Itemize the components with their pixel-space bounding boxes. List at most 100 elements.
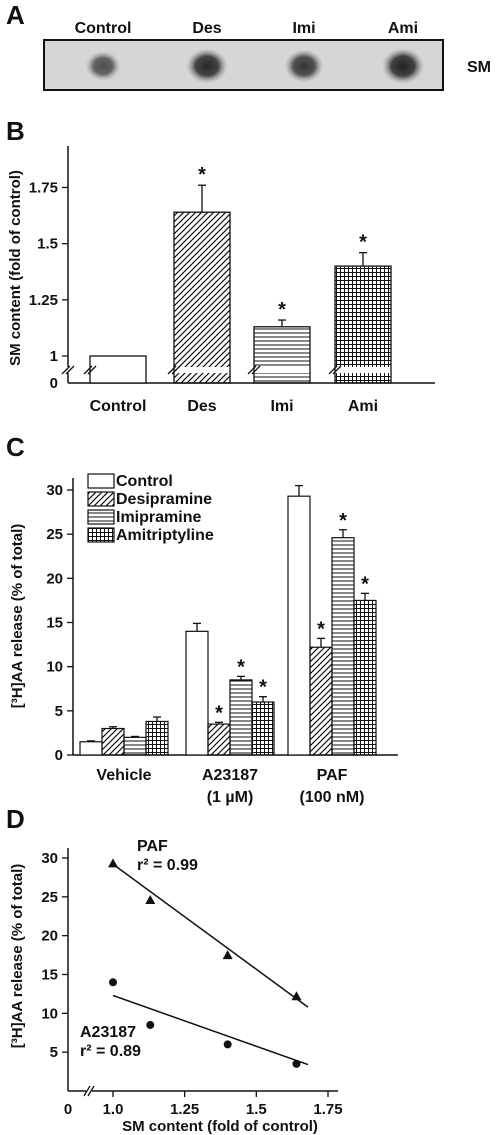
axis-break-mark (61, 365, 75, 375)
x-tick-label: Des (187, 398, 216, 415)
x-tick-label: Imi (270, 398, 293, 415)
x-tick-label: Control (90, 398, 147, 415)
legend-swatch-amitriptyline (87, 527, 115, 543)
bar-control-vehicle (79, 741, 103, 756)
legend-label: Control (116, 473, 173, 490)
bar-amitriptyline-paf (353, 599, 377, 756)
x-tick-label: 1.5 (246, 1101, 267, 1118)
x-tick-label: 1.75 (313, 1101, 342, 1118)
panel-b-letter: B (6, 116, 25, 146)
y-tick-label: 25 (41, 889, 58, 906)
y-tick-label: 10 (46, 659, 63, 676)
x-tick-label: Ami (348, 398, 378, 415)
axis-break-mark (247, 365, 261, 375)
significance-star: * (339, 510, 347, 532)
fit-line-a23187 (112, 994, 309, 1066)
fit-line-paf (112, 863, 309, 1008)
x-tick-label: A23187 (202, 767, 258, 784)
axis-break-mark (167, 365, 181, 375)
y-tick-label: 15 (41, 967, 58, 984)
y-tick-label: 0 (55, 747, 63, 764)
legend: ControlDesipramineImipramineAmitriptylin… (87, 473, 214, 544)
y-tick-label: 1.5 (37, 236, 58, 253)
bar-desipramine-a23187 (207, 723, 231, 756)
series-label-paf: PAF (137, 838, 168, 855)
y-axis-label: SM content (fold of control) (7, 170, 24, 366)
x-tick-label: Vehicle (96, 767, 151, 784)
panel-c-letter: C (6, 432, 25, 462)
panel-b: B 1 1.25 1.5 1.75 0 SM content (fold of contr… (6, 116, 435, 415)
blot-row-label: SM (467, 59, 491, 76)
y-tick-label: 1 (50, 348, 58, 365)
bar-imipramine-a23187 (229, 679, 253, 756)
blot-spot-des (186, 48, 228, 84)
blot-spots (85, 47, 425, 85)
x-tick-sublabel: (1 µM) (207, 789, 254, 806)
bar-des (173, 211, 231, 384)
y-axis-label: [³H]AA release (% of total) (9, 864, 26, 1048)
blot-lane-labels: Control Des Imi Ami (75, 20, 419, 37)
data-point-paf (108, 858, 118, 868)
axis-break-mark (83, 1085, 95, 1097)
axis-break-gap (60, 367, 435, 373)
blot-lane-label: Control (75, 20, 132, 37)
blot-spot-control (85, 51, 121, 81)
significance-star: * (317, 618, 325, 640)
r2-annotation-paf: r² = 0.99 (137, 857, 198, 874)
significance-star: * (359, 232, 367, 254)
y-tick-label: 15 (46, 615, 63, 632)
r2-annotation-a23187: r² = 0.89 (80, 1043, 141, 1060)
bar-desipramine-paf (309, 646, 333, 756)
legend-label: Amitriptyline (116, 527, 214, 544)
y-tick-label: 20 (41, 928, 58, 945)
axis-break-mark (328, 365, 342, 375)
y-tick-label: 5 (50, 1044, 58, 1061)
data-point-paf (145, 894, 156, 904)
bar-control-paf (287, 495, 311, 756)
bar-desipramine-vehicle (101, 727, 125, 756)
data-point-a23187 (292, 1059, 301, 1068)
x-tick-label: PAF (317, 767, 348, 784)
axis-break-gap (86, 1086, 92, 1096)
legend-label: Desipramine (116, 491, 212, 508)
bar-amitriptyline-a23187 (251, 701, 275, 756)
series-label-a23187: A23187 (80, 1024, 136, 1041)
legend-swatch-control (87, 473, 115, 489)
significance-star: * (237, 656, 245, 678)
data-point-a23187 (146, 1020, 155, 1029)
y-tick-label: 5 (55, 703, 63, 720)
axis-break-mark (83, 365, 97, 375)
y-tick-label: 10 (41, 1005, 58, 1022)
panel-d-letter: D (6, 804, 25, 834)
y-tick-label: 1.25 (29, 292, 58, 309)
significance-star: * (198, 164, 206, 186)
bar-imi (253, 326, 311, 384)
blot-spot-ami (381, 47, 425, 85)
y-tick-label: 1.75 (29, 179, 58, 196)
blot-lane-label: Imi (292, 20, 315, 37)
y-tick-label: 30 (41, 850, 58, 867)
legend-label: Imipramine (116, 509, 201, 526)
bar-amitriptyline-vehicle (145, 720, 169, 756)
significance-star: * (361, 573, 369, 595)
significance-star: * (278, 299, 286, 321)
x-tick-label-zero: 0 (64, 1101, 72, 1118)
panel-c: C 0 5 10 15 20 25 30 [³H]AA release (% of total… (6, 432, 398, 806)
bar-imipramine-paf (331, 537, 355, 756)
bar-ami (334, 265, 392, 384)
bar-imipramine-vehicle (123, 736, 147, 756)
chart-d: 5 10 15 20 25 30 1.0 1.25 1.5 1.75 0 SM content (fo… (9, 838, 343, 1135)
y-tick-label: 25 (46, 526, 63, 543)
bar-control-a23187 (185, 630, 209, 756)
y-axis-label: [³H]AA release (% of total) (9, 524, 26, 708)
chart-c: 0 5 10 15 20 25 30 [³H]AA release (% of total) V… (9, 473, 398, 806)
x-tick-sublabel: (100 nM) (300, 789, 365, 806)
panel-d: D 5 10 15 20 25 30 1.0 1.25 1.5 1.75 0 SM content (… (6, 804, 343, 1135)
legend-swatch-imipramine (87, 509, 115, 525)
legend-swatch-desipramine (87, 491, 115, 507)
blot-spot-imi (284, 49, 324, 83)
data-point-paf (222, 950, 233, 960)
data-point-a23187 (109, 978, 117, 987)
y-tick-label-zero: 0 (50, 375, 58, 392)
